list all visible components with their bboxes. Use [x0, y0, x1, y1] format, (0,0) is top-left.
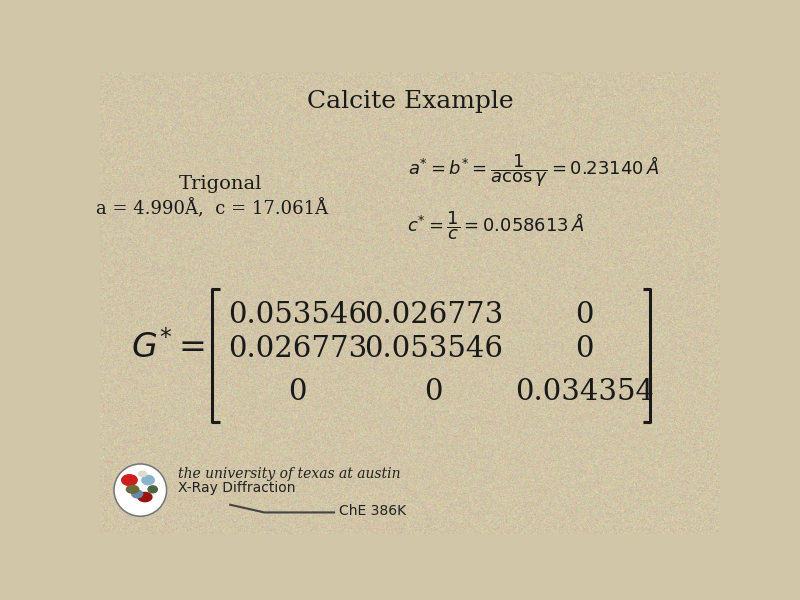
- Text: 0: 0: [575, 335, 594, 363]
- Text: 0.026773: 0.026773: [228, 335, 367, 363]
- Ellipse shape: [138, 493, 152, 502]
- Text: $a^{*} = b^{*} = \dfrac{1}{a\cos\gamma} = 0.23140\,\AA$: $a^{*} = b^{*} = \dfrac{1}{a\cos\gamma} …: [409, 152, 659, 189]
- Text: ChE 386K: ChE 386K: [338, 504, 406, 518]
- Text: a = 4.990Å,  c = 17.061Å: a = 4.990Å, c = 17.061Å: [96, 199, 329, 219]
- Text: 0.026773: 0.026773: [364, 301, 503, 329]
- Text: 0.034354: 0.034354: [515, 377, 654, 406]
- Ellipse shape: [132, 490, 142, 498]
- Text: $G^{*} =$: $G^{*} =$: [131, 330, 205, 365]
- Text: Trigonal: Trigonal: [178, 175, 262, 193]
- Text: Calcite Example: Calcite Example: [306, 90, 514, 113]
- Ellipse shape: [142, 475, 154, 485]
- Ellipse shape: [138, 471, 146, 476]
- Ellipse shape: [126, 485, 138, 493]
- Text: the university of texas at austin: the university of texas at austin: [178, 467, 400, 481]
- Text: X-Ray Diffraction: X-Ray Diffraction: [178, 481, 295, 495]
- Text: 0.053546: 0.053546: [228, 301, 367, 329]
- Text: $c^{*} = \dfrac{1}{c} = 0.058613\,\AA$: $c^{*} = \dfrac{1}{c} = 0.058613\,\AA$: [406, 209, 584, 242]
- Circle shape: [114, 464, 166, 516]
- Text: 0: 0: [424, 377, 442, 406]
- Text: 0: 0: [288, 377, 307, 406]
- Text: 0: 0: [575, 301, 594, 329]
- Ellipse shape: [122, 475, 138, 485]
- Ellipse shape: [148, 486, 158, 493]
- Text: 0.053546: 0.053546: [364, 335, 502, 363]
